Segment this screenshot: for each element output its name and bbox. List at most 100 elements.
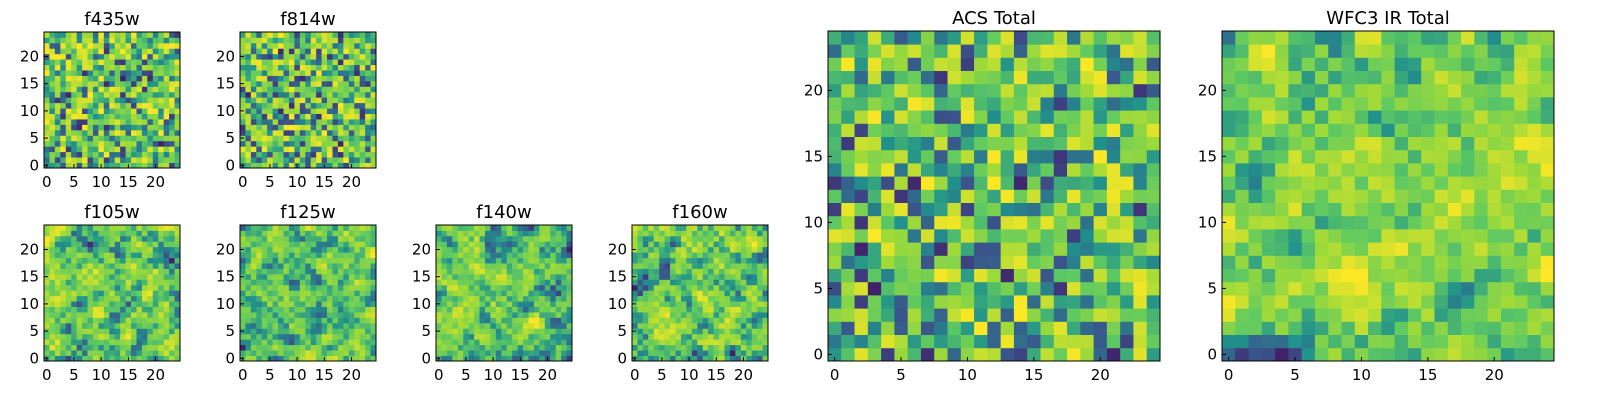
heatmap-cell: [54, 80, 61, 87]
heatmap-cell: [65, 146, 72, 153]
heatmap-cell: [960, 308, 975, 322]
heatmap-cell: [708, 350, 714, 356]
heatmap-cell: [114, 290, 121, 297]
heatmap-cell: [686, 284, 693, 291]
heatmap-cell: [261, 37, 268, 44]
heatmap-cell: [1407, 163, 1422, 177]
heatmap-cell: [960, 189, 975, 203]
heatmap-cell: [87, 273, 94, 280]
heatmap-cell: [708, 241, 714, 248]
heatmap-cell: [566, 295, 573, 302]
heatmap-cell: [98, 86, 105, 93]
heatmap-cell: [327, 32, 333, 38]
heatmap-cell: [158, 241, 165, 248]
heatmap-cell: [512, 284, 518, 291]
heatmap-cell: [854, 70, 869, 85]
heatmap-cell: [348, 284, 355, 291]
heatmap-cell: [169, 53, 175, 60]
heatmap-cell: [1106, 202, 1121, 217]
heatmap-cell: [1120, 202, 1134, 217]
heatmap-cell: [512, 328, 518, 335]
heatmap-cell: [256, 312, 263, 318]
heatmap-cell: [686, 279, 693, 286]
heatmap-cell: [670, 295, 676, 302]
heatmap-cell: [566, 279, 573, 286]
heatmap-cell: [463, 241, 470, 248]
heatmap-cell: [60, 312, 67, 318]
heatmap-cell: [76, 273, 83, 280]
heatmap-cell: [136, 312, 143, 318]
heatmap-cell: [501, 339, 508, 346]
heatmap-cell: [240, 119, 246, 125]
heatmap-cell: [343, 157, 350, 163]
heatmap-cell: [365, 246, 371, 253]
heatmap-cell: [245, 279, 252, 286]
heatmap-cell: [1275, 149, 1289, 164]
heatmap-cell: [719, 339, 725, 346]
heatmap-cell: [169, 273, 175, 280]
heatmap-cell: [867, 31, 882, 45]
heatmap-cell: [1133, 136, 1148, 151]
heatmap-cell: [54, 162, 61, 169]
heatmap-cell: [1040, 44, 1055, 58]
heatmap-cell: [343, 301, 350, 307]
heatmap-cell: [44, 129, 50, 136]
heatmap-cell: [370, 295, 377, 302]
heatmap-cell: [136, 113, 143, 120]
heatmap-cell: [114, 279, 121, 286]
heatmap-cell: [1093, 215, 1108, 230]
heatmap-cell: [343, 151, 350, 158]
heatmap-cell: [539, 322, 546, 329]
heatmap-cell: [316, 48, 322, 55]
heatmap-cell: [365, 108, 371, 114]
heatmap-cell: [71, 102, 78, 109]
heatmap-cell: [250, 317, 257, 324]
heatmap-cell: [642, 268, 649, 275]
heatmap-cell: [87, 97, 94, 104]
plot-frame: [239, 224, 377, 362]
heatmap-cell: [174, 146, 181, 153]
heatmap-cell: [708, 235, 714, 242]
heatmap-cell: [76, 70, 83, 76]
heatmap-cell: [1000, 334, 1015, 349]
heatmap-cell: [299, 328, 306, 335]
heatmap-cell: [131, 301, 137, 307]
heatmap-cell: [1368, 308, 1382, 322]
heatmap-cell: [158, 235, 165, 242]
heatmap-cell: [141, 306, 148, 313]
heatmap-cell: [310, 312, 317, 318]
heatmap-cell: [670, 290, 676, 297]
heatmap-cell: [158, 32, 165, 38]
heatmap-cell: [1080, 255, 1094, 269]
heatmap-cell: [894, 123, 909, 137]
heatmap-cell: [343, 246, 350, 253]
heatmap-cell: [446, 230, 453, 237]
heatmap-cell: [762, 268, 769, 275]
heatmap-cell: [60, 151, 67, 158]
heatmap-cell: [44, 263, 50, 269]
heatmap-cell: [740, 317, 747, 324]
heatmap-cell: [751, 355, 758, 362]
heatmap-cell: [1027, 268, 1041, 283]
heatmap-cell: [103, 241, 110, 248]
heatmap-cell: [1434, 136, 1449, 151]
heatmap-cell: [544, 322, 551, 329]
heatmap-cell: [987, 136, 1002, 151]
heatmap-cell: [1146, 202, 1161, 217]
heatmap-cell: [354, 301, 361, 307]
heatmap-cell: [256, 279, 263, 286]
heatmap-cell: [267, 59, 274, 66]
heatmap-cell: [468, 344, 475, 351]
heatmap-cell: [686, 312, 693, 318]
heatmap-cell: [250, 102, 257, 109]
heatmap-cell: [98, 97, 105, 104]
heatmap-cell: [250, 53, 257, 60]
heatmap-cell: [697, 344, 704, 351]
heatmap-cell: [987, 321, 1002, 335]
heatmap-cell: [653, 241, 660, 248]
heatmap-cell: [169, 80, 175, 87]
heatmap-cell: [299, 317, 306, 324]
heatmap-cell: [82, 135, 88, 142]
heatmap-cell: [158, 328, 165, 335]
heatmap-cell: [1106, 229, 1121, 243]
